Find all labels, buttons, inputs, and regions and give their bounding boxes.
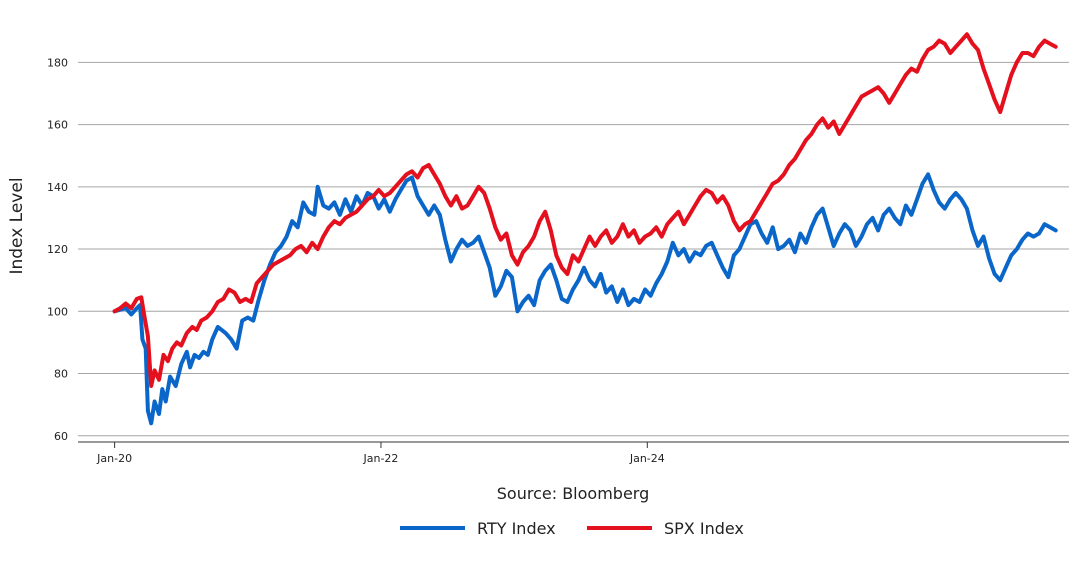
legend: RTY Index SPX Index bbox=[400, 519, 744, 538]
y-tick-label: 180 bbox=[47, 56, 68, 69]
x-tick-label: Jan-20 bbox=[96, 452, 132, 465]
legend-item: SPX Index bbox=[587, 519, 744, 538]
x-axis-ticks: Jan-20 Jan-22 Jan-24 bbox=[96, 442, 665, 465]
x-tick-label: Jan-24 bbox=[629, 452, 665, 465]
series-line-spx-index bbox=[112, 32, 1058, 388]
y-tick-label: 100 bbox=[47, 305, 68, 318]
y-axis-ticks: 60 80 100 120 140 160 180 bbox=[47, 56, 68, 442]
series-line-rty-index bbox=[112, 172, 1058, 426]
legend-label: RTY Index bbox=[477, 519, 556, 538]
series-lines bbox=[112, 32, 1058, 426]
x-tick-label: Jan-22 bbox=[362, 452, 398, 465]
grid-lines bbox=[78, 61, 1069, 437]
y-axis-label: Index Level bbox=[7, 177, 27, 274]
legend-label: SPX Index bbox=[664, 519, 744, 538]
y-tick-label: 80 bbox=[54, 368, 68, 381]
legend-item: RTY Index bbox=[400, 519, 556, 538]
y-tick-label: 140 bbox=[47, 181, 68, 194]
source-note: Source: Bloomberg bbox=[497, 484, 649, 503]
y-tick-label: 120 bbox=[47, 243, 68, 256]
y-tick-label: 60 bbox=[54, 430, 68, 443]
y-tick-label: 160 bbox=[47, 119, 68, 132]
